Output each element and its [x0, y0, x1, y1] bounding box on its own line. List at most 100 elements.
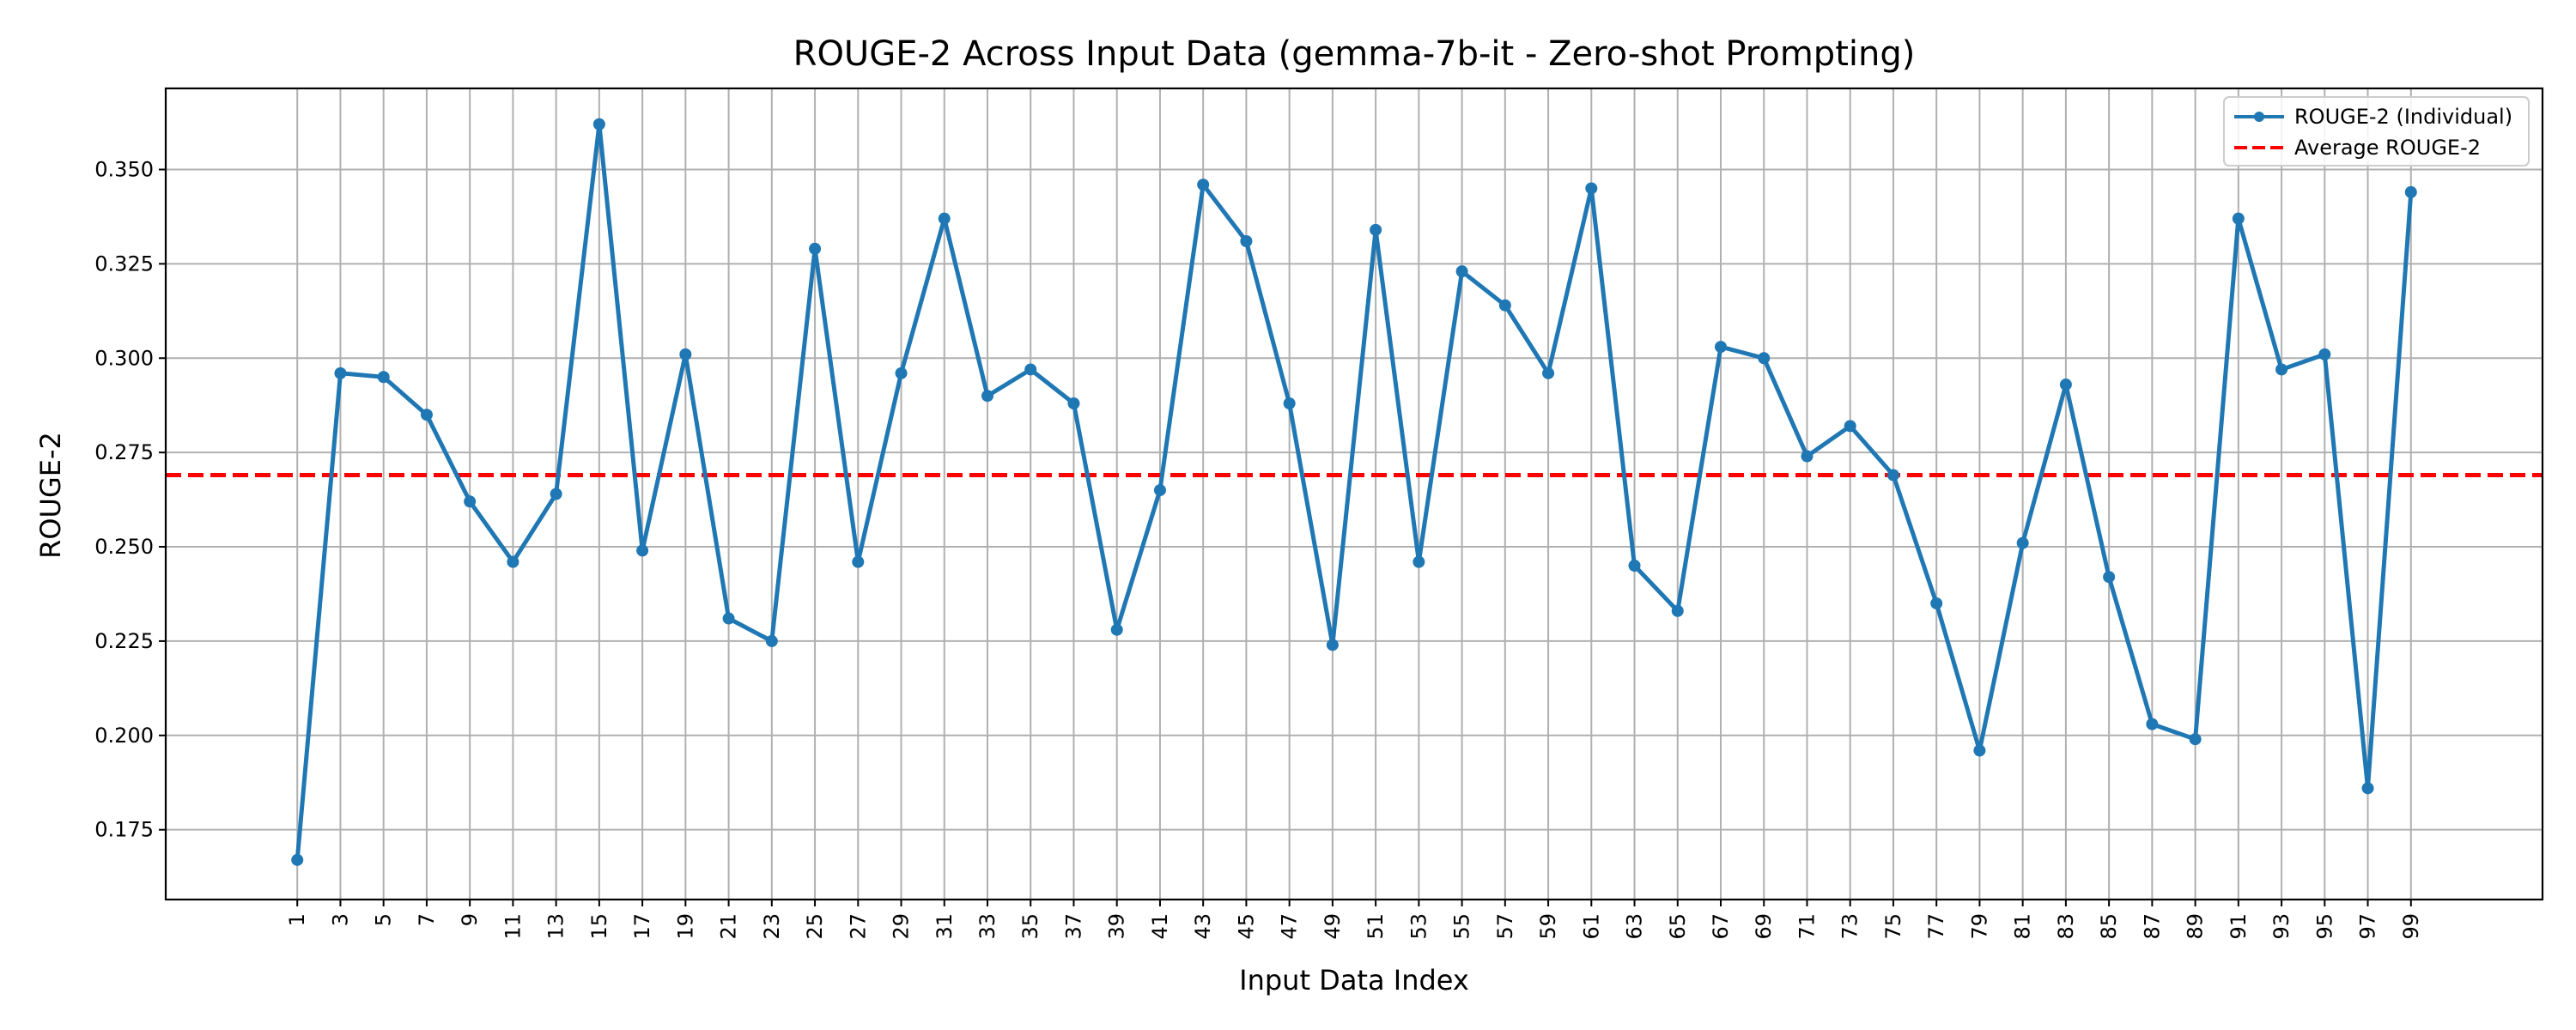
data-point — [1542, 367, 1555, 379]
data-point — [1067, 397, 1080, 410]
data-point — [2059, 379, 2072, 391]
x-tick-label: 97 — [2356, 913, 2380, 940]
x-tick-label: 1 — [285, 913, 309, 926]
data-point — [507, 555, 519, 568]
x-axis-label: Input Data Index — [1239, 964, 1469, 997]
data-point — [1110, 623, 1123, 636]
data-point — [981, 390, 993, 403]
x-tick-label: 27 — [846, 913, 870, 940]
y-tick-label: 0.300 — [94, 346, 154, 370]
chart-title: ROUGE-2 Across Input Data (gemma-7b-it -… — [793, 34, 1916, 74]
x-tick-label: 25 — [803, 913, 827, 940]
data-point — [2318, 348, 2331, 360]
x-tick-label: 81 — [2011, 913, 2035, 940]
y-tick-label: 0.275 — [94, 440, 154, 464]
x-tick-label: 63 — [1623, 913, 1647, 940]
data-point — [1758, 352, 1771, 365]
x-tick-label: 47 — [1278, 913, 1302, 940]
data-point — [377, 371, 390, 384]
data-point — [1197, 179, 1210, 191]
y-tick-label: 0.250 — [94, 535, 154, 559]
x-tick-label: 49 — [1321, 913, 1345, 940]
x-tick-label: 93 — [2269, 913, 2293, 940]
x-tick-label: 69 — [1752, 913, 1776, 940]
data-point — [334, 367, 347, 379]
data-point — [2016, 536, 2029, 549]
x-tick-label: 31 — [933, 913, 957, 940]
data-point — [1585, 182, 1598, 195]
x-tick-label: 87 — [2140, 913, 2164, 940]
data-point — [809, 242, 822, 255]
x-tick-label: 33 — [975, 913, 999, 940]
legend-label-individual: ROUGE-2 (Individual) — [2294, 105, 2512, 129]
data-point — [2103, 571, 2116, 584]
x-tick-label: 77 — [1924, 913, 1948, 940]
legend-marker-individual — [2254, 112, 2264, 122]
data-point — [2146, 718, 2159, 730]
x-tick-label: 19 — [673, 913, 697, 940]
legend-label-average: Average ROUGE-2 — [2294, 136, 2481, 160]
data-point — [895, 367, 908, 379]
data-point — [420, 409, 433, 421]
y-tick-label: 0.225 — [94, 629, 154, 653]
x-tick-label: 15 — [587, 913, 611, 940]
data-point — [2404, 185, 2417, 198]
data-point — [1370, 223, 1382, 236]
x-tick-label: 45 — [1234, 913, 1258, 940]
data-point — [1024, 363, 1037, 376]
x-tick-label: 9 — [458, 913, 482, 926]
x-tick-label: 55 — [1450, 913, 1474, 940]
data-point — [2189, 733, 2202, 746]
data-point — [2361, 782, 2374, 795]
x-tick-label: 83 — [2054, 913, 2078, 940]
data-point — [1844, 420, 1856, 433]
data-point — [1715, 341, 1728, 354]
series-line-individual — [295, 122, 2414, 861]
x-tick-label: 95 — [2312, 913, 2336, 940]
x-tick-label: 23 — [760, 913, 784, 940]
data-point — [2232, 212, 2245, 225]
x-tick-label: 99 — [2399, 913, 2423, 940]
x-tick-label: 91 — [2227, 913, 2251, 940]
data-point — [1628, 560, 1641, 573]
data-point — [765, 634, 778, 647]
data-point — [679, 348, 692, 360]
data-point — [1153, 484, 1166, 497]
x-tick-label: 75 — [1881, 913, 1905, 940]
x-tick-label: 67 — [1709, 913, 1733, 940]
x-tick-label: 89 — [2184, 913, 2208, 940]
x-tick-label: 71 — [1795, 913, 1819, 940]
x-tick-label: 65 — [1666, 913, 1690, 940]
x-tick-label: 39 — [1105, 913, 1129, 940]
data-point — [464, 495, 477, 508]
x-tick-label: 53 — [1406, 913, 1431, 940]
data-point — [1498, 299, 1511, 312]
x-tick-label: 79 — [1967, 913, 1991, 940]
x-tick-label: 29 — [890, 913, 914, 940]
y-axis: 0.175 0.200 0.225 0.250 0.275 0.300 0.325 0.350 — [94, 158, 166, 842]
legend: ROUGE-2 (Individual) Average ROUGE-2 — [2223, 96, 2530, 167]
x-axis: 1 3 5 7 9 11 13 15 17 19 21 23 25 27 29 31 33 35 37 39 41 43 4… — [285, 900, 2423, 940]
x-tick-label: 61 — [1579, 913, 1603, 940]
data-point — [1930, 597, 1943, 609]
data-point — [1671, 604, 1684, 617]
x-tick-label: 51 — [1364, 913, 1388, 940]
data-point — [1801, 450, 1814, 463]
data-point — [592, 118, 605, 130]
data-point — [1240, 235, 1253, 248]
y-axis-label: ROUGE-2 — [34, 432, 67, 559]
x-tick-label: 41 — [1148, 913, 1172, 940]
x-tick-label: 43 — [1191, 913, 1215, 940]
y-tick-label: 0.175 — [94, 818, 154, 842]
data-point — [1326, 639, 1339, 651]
x-tick-label: 11 — [501, 913, 525, 940]
series-layer — [291, 118, 2417, 866]
grid-layer — [166, 88, 2543, 900]
legend-box — [2223, 96, 2530, 167]
data-point — [550, 488, 562, 500]
plot-frame — [164, 87, 2544, 901]
x-tick-label: 5 — [372, 913, 396, 926]
data-point — [1283, 397, 1296, 410]
x-tick-label: 13 — [544, 913, 568, 940]
data-point — [636, 544, 649, 557]
